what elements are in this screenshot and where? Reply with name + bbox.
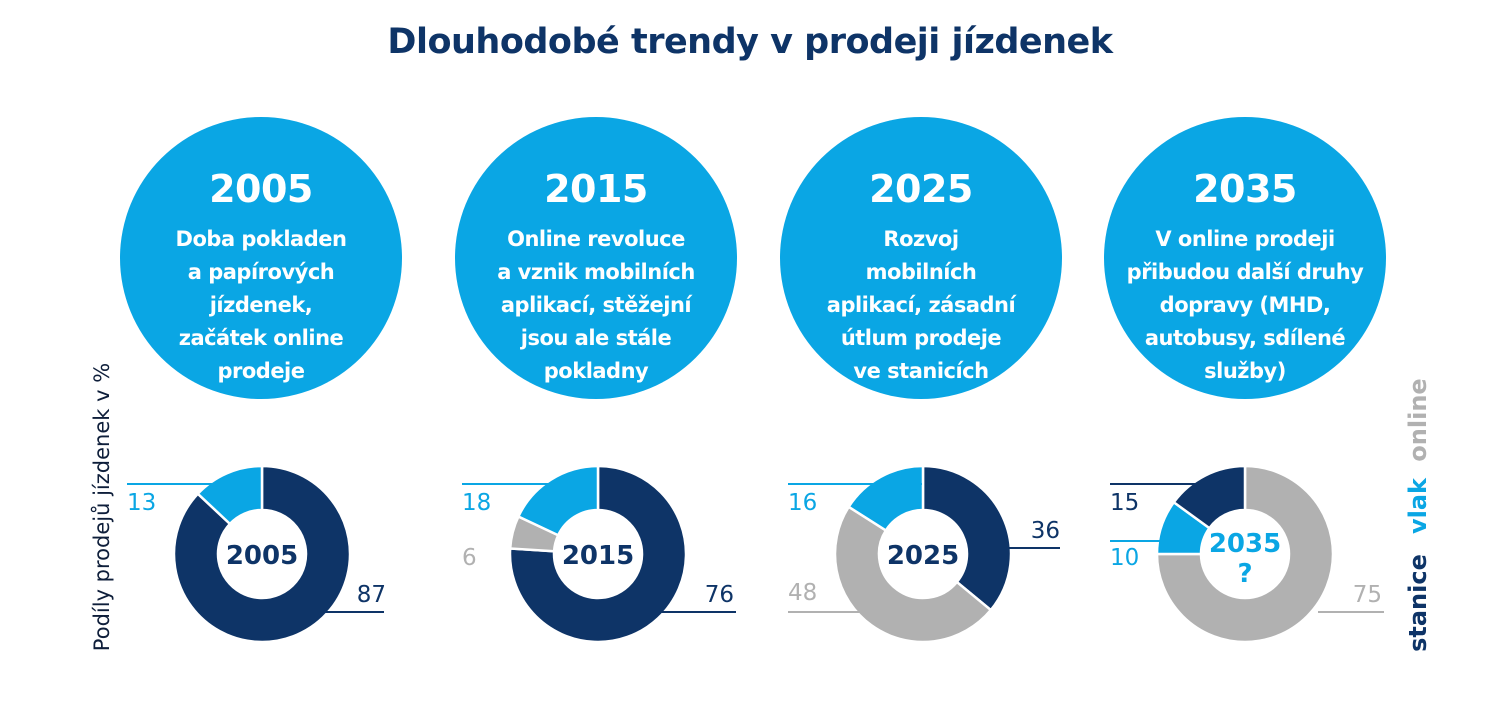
era-description: Rozvoj mobilních aplikací, zásadní útlum… <box>800 223 1042 388</box>
donut-chart-2005: 87 13 2005 <box>127 464 386 644</box>
era-line: služby) <box>1204 359 1286 383</box>
page-title: Dlouhodobé trendy v prodeji jízdenek <box>387 22 1113 62</box>
slice-online <box>1155 464 1335 644</box>
slice-vlak <box>196 464 264 526</box>
era-circle-2015: 2015 Online revoluce a vznik mobilních a… <box>455 117 737 399</box>
era-description: Doba pokladen a papírových jízdenek, zač… <box>140 223 382 388</box>
data-label-vlak: 16 <box>788 490 817 516</box>
era-line: aplikací, zásadní <box>826 293 1016 317</box>
donut-chart-2015: 76 6 18 2015 <box>462 464 736 644</box>
era-line: jízdenek, <box>209 293 313 317</box>
era-line: pokladny <box>543 359 649 383</box>
era-line: útlum prodeje <box>840 326 1002 350</box>
data-label-online: 6 <box>462 545 477 571</box>
donut-chart-2035: 75 10 15 2035? <box>1110 464 1384 644</box>
data-label-stanice: 87 <box>357 582 386 608</box>
era-line: mobilních <box>865 260 977 284</box>
slice-stanice <box>921 464 1013 612</box>
slice-online <box>833 505 993 644</box>
era-line: prodeje <box>217 359 305 383</box>
era-line: a vznik mobilních <box>497 260 695 284</box>
era-year: 2005 <box>209 167 313 211</box>
data-label-stanice: 76 <box>705 582 734 608</box>
data-label-online: 75 <box>1353 582 1382 608</box>
era-line: autobusy, sdílené <box>1144 326 1346 350</box>
donut-center-label: 2025 <box>887 541 959 571</box>
donut-chart-2025: 36 48 16 2025 <box>788 464 1060 644</box>
data-label-stanice: 36 <box>1031 518 1060 544</box>
era-circle-2005: 2005 Doba pokladen a papírových jízdenek… <box>120 117 402 399</box>
data-label-online: 48 <box>788 580 817 606</box>
data-label-vlak: 18 <box>462 490 491 516</box>
era-line: začátek online <box>178 326 344 350</box>
slice-stanice <box>508 464 688 644</box>
era-year: 2015 <box>544 167 648 211</box>
era-line: Rozvoj <box>883 227 959 251</box>
era-line: Online revoluce <box>507 227 685 251</box>
era-year: 2035 <box>1193 167 1297 211</box>
data-label-stanice: 15 <box>1110 490 1139 516</box>
era-line: ve stanicích <box>853 359 989 383</box>
era-line: V online prodeji <box>1155 227 1335 251</box>
era-description: Online revoluce a vznik mobilních aplika… <box>475 223 717 388</box>
era-line: přibudou další druhy <box>1126 260 1364 284</box>
donut-center-label: 2005 <box>226 541 298 571</box>
slice-stanice <box>172 464 352 644</box>
data-label-vlak: 10 <box>1110 545 1139 571</box>
era-year: 2025 <box>869 167 973 211</box>
era-line: aplikací, stěžejní <box>500 293 692 317</box>
data-label-vlak: 13 <box>127 490 156 516</box>
era-description: V online prodeji přibudou další druhy do… <box>1124 223 1366 388</box>
era-line: Doba pokladen <box>175 227 347 251</box>
era-line: a papírových <box>187 260 335 284</box>
slice-stanice <box>1172 464 1247 530</box>
donut-center-label: 2015 <box>562 541 634 571</box>
era-circle-2025: 2025 Rozvoj mobilních aplikací, zásadní … <box>780 117 1062 399</box>
donut-center-label: 2035 <box>1209 529 1281 559</box>
donut-center-sublabel: ? <box>1237 559 1252 589</box>
slice-vlak <box>846 464 925 533</box>
era-line: dopravy (MHD, <box>1159 293 1331 317</box>
era-line: jsou ale stále <box>520 326 672 350</box>
era-circle-2035: 2035 V online prodeji přibudou další dru… <box>1104 117 1386 399</box>
